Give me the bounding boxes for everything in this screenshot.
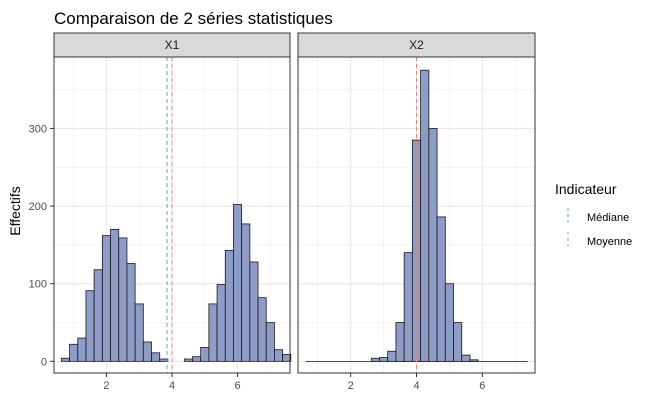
histogram-bar xyxy=(60,357,70,362)
facet-strip xyxy=(53,32,291,58)
histogram-bar xyxy=(282,353,292,362)
histogram-bar xyxy=(192,356,202,362)
histogram-bar xyxy=(249,261,259,362)
facet-strip xyxy=(297,32,536,58)
x-tick-label: 2 xyxy=(103,380,109,392)
histogram-bar xyxy=(241,223,251,362)
panel-x1: X1 2 4 6 0 100 200 300 xyxy=(29,32,292,392)
x-tick-label: 4 xyxy=(169,380,175,392)
histogram-bar xyxy=(461,354,471,362)
histogram-bar xyxy=(469,359,479,362)
histogram-bar xyxy=(200,346,210,362)
histogram-bar xyxy=(233,204,243,362)
histogram-bar xyxy=(208,303,218,362)
legend-label-median: Médiane xyxy=(587,212,629,224)
x-tick-label: 6 xyxy=(479,380,485,392)
facet-strip-label: X2 xyxy=(409,38,424,52)
histogram-bar xyxy=(257,297,267,362)
histogram-bar xyxy=(118,237,128,362)
panels-layer: X1 2 4 6 0 100 200 300 X2 2 4 6 xyxy=(29,32,536,392)
histogram-bar xyxy=(265,322,275,362)
y-tick-label: 0 xyxy=(41,356,47,368)
histogram-bar xyxy=(142,341,152,362)
histogram-bar xyxy=(420,69,430,362)
facet-strip-label: X1 xyxy=(165,38,180,52)
histogram-bar xyxy=(126,263,136,362)
y-tick-label: 300 xyxy=(29,123,47,135)
histogram-bar xyxy=(134,303,144,362)
histogram-bar xyxy=(110,228,120,362)
histogram-bar xyxy=(395,322,405,362)
histogram-bar xyxy=(411,139,422,362)
histogram-bar xyxy=(453,322,463,362)
histogram-bar xyxy=(274,349,284,362)
histogram-bar xyxy=(387,350,397,362)
x-tick-label: 4 xyxy=(413,380,419,392)
histogram-bar xyxy=(428,128,438,362)
panel-x2: X2 2 4 6 xyxy=(297,32,536,392)
histogram-bar xyxy=(216,284,226,362)
histogram-bar xyxy=(403,252,413,362)
histogram-bar xyxy=(444,283,454,362)
histogram-bar xyxy=(69,343,79,362)
y-tick-label: 100 xyxy=(29,279,47,291)
histogram-bar xyxy=(93,269,103,362)
legend: Indicateur Médiane Moyenne xyxy=(555,181,632,250)
histogram-bar xyxy=(183,358,193,362)
histogram-bar xyxy=(101,235,111,362)
chart-title: Comparaison de 2 séries statistiques xyxy=(54,9,333,28)
y-tick-label: 200 xyxy=(29,201,47,213)
legend-label-mean: Moyenne xyxy=(587,236,632,248)
legend-title: Indicateur xyxy=(555,181,617,197)
histogram-bar xyxy=(370,357,380,362)
histogram-bar xyxy=(224,249,234,362)
histogram-bar xyxy=(436,216,446,362)
histogram-bar xyxy=(77,337,87,362)
x-tick-label: 6 xyxy=(234,380,240,392)
histogram-bar xyxy=(159,358,169,362)
histogram-bar xyxy=(379,357,389,362)
x-tick-label: 2 xyxy=(348,380,354,392)
y-axis-label: Effectifs xyxy=(7,186,23,236)
histogram-bar xyxy=(151,352,161,362)
histogram-bar xyxy=(85,290,95,362)
